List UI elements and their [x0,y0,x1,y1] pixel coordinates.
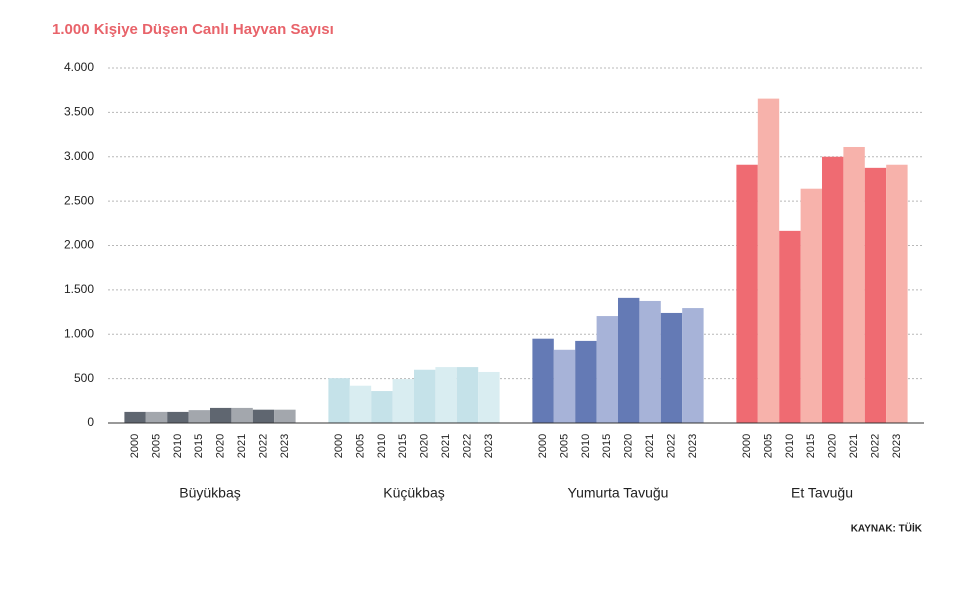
year-label: 2022 [869,434,881,458]
year-label: 2005 [354,434,366,458]
year-label: 2000 [537,434,549,458]
bar [392,379,414,423]
year-label: 2023 [891,434,903,458]
bar [596,316,618,423]
bar [210,407,232,423]
bar [822,156,844,423]
bar [124,411,146,423]
group-label: Büyükbaş [179,485,240,501]
bar [435,367,457,423]
year-label: 2021 [644,434,656,458]
bar [779,230,801,423]
bar [532,338,554,423]
group-label: Et Tavuğu [791,485,853,501]
group-label: Yumurta Tavuğu [568,485,669,501]
year-label: 2015 [601,434,613,458]
year-label: 2022 [257,434,269,458]
bar [639,300,661,423]
year-label: 2015 [397,434,409,458]
year-label: 2010 [172,434,184,458]
y-tick-label: 3.000 [64,149,94,163]
group-label: Küçükbaş [383,485,444,501]
bar [800,188,822,423]
y-tick-label: 4.000 [64,60,94,74]
bar [414,369,436,423]
bar [757,98,780,424]
year-label: 2005 [762,434,774,458]
bar [478,371,500,423]
year-label: 2020 [215,434,227,458]
year-label: 2021 [440,434,452,458]
year-label: 2020 [827,434,839,458]
year-label: 2021 [236,434,248,458]
bar [575,340,597,423]
year-label: 2021 [848,434,860,458]
year-label: 2022 [461,434,473,458]
year-label: 2010 [580,434,592,458]
bar [231,407,253,423]
chart-title: 1.000 Kişiye Düşen Canlı Hayvan Sayısı [52,21,334,38]
year-label: 2000 [333,434,345,458]
bar [349,385,372,423]
bar [274,409,296,423]
bar [371,391,393,423]
year-label: 2005 [558,434,570,458]
year-label: 2020 [419,434,431,458]
y-tick-label: 3.500 [64,105,94,119]
year-label: 2000 [741,434,753,458]
bar [456,367,479,423]
bar [843,146,865,424]
bar [328,378,350,423]
y-tick-label: 2.000 [64,238,94,252]
bar [682,308,704,423]
bar [188,410,210,423]
bar [618,297,640,423]
bar [736,164,758,424]
year-label: 2023 [483,434,495,458]
source: KAYNAK: TÜİK [851,522,923,535]
year-label: 2015 [193,434,205,458]
y-tick-label: 2.500 [64,193,94,207]
bar [864,167,887,423]
bar [252,409,275,423]
year-label: 2005 [150,434,162,458]
year-label: 2023 [279,434,291,458]
year-label: 2000 [129,434,141,458]
year-label: 2010 [784,434,796,458]
bar [167,411,189,423]
bar [660,312,683,423]
year-label: 2023 [687,434,699,458]
bar [886,164,908,424]
bar [553,349,576,423]
y-tick-label: 500 [74,371,94,385]
bar [145,411,168,423]
y-tick-label: 1.500 [64,282,94,296]
y-tick-label: 0 [87,415,94,429]
year-label: 2020 [623,434,635,458]
year-label: 2022 [665,434,677,458]
year-label: 2015 [805,434,817,458]
y-tick-label: 1.000 [64,326,94,340]
year-label: 2010 [376,434,388,458]
